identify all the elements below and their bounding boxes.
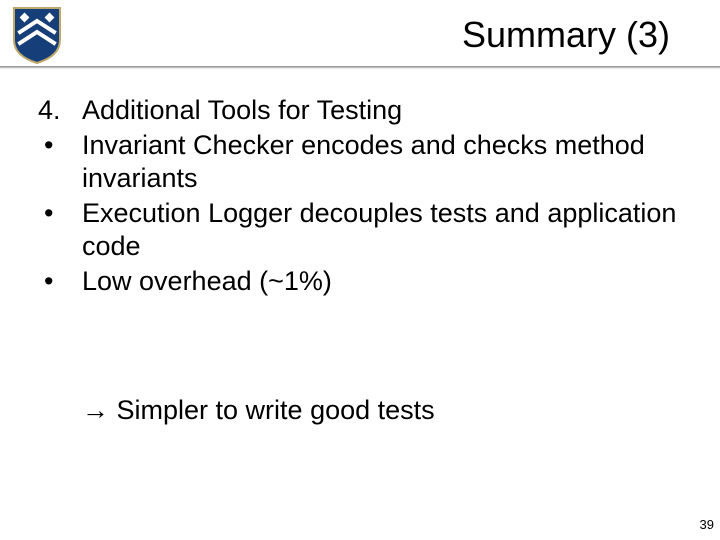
bullet-row: • Invariant Checker encodes and checks m… bbox=[38, 129, 678, 195]
list-number: 4. bbox=[38, 94, 82, 127]
bullet-marker: • bbox=[38, 129, 82, 162]
conclusion-text: Simpler to write good tests bbox=[117, 395, 435, 425]
bullet-marker: • bbox=[38, 265, 82, 298]
header: Summary (3) bbox=[0, 0, 720, 70]
body-content: 4. Additional Tools for Testing • Invari… bbox=[38, 94, 678, 300]
header-divider bbox=[0, 66, 720, 69]
numbered-heading-row: 4. Additional Tools for Testing bbox=[38, 94, 678, 127]
bullet-row: • Low overhead (~1%) bbox=[38, 265, 678, 298]
bullet-marker: • bbox=[38, 197, 82, 230]
university-shield-logo bbox=[12, 6, 62, 64]
numbered-heading-text: Additional Tools for Testing bbox=[82, 94, 678, 127]
arrow-icon: → bbox=[82, 395, 109, 425]
slide: Summary (3) 4. Additional Tools for Test… bbox=[0, 0, 720, 540]
bullet-text: Execution Logger decouples tests and app… bbox=[82, 197, 678, 263]
slide-title: Summary (3) bbox=[462, 14, 670, 56]
bullet-text: Invariant Checker encodes and checks met… bbox=[82, 129, 678, 195]
conclusion-line: → Simpler to write good tests bbox=[82, 395, 435, 426]
bullet-row: • Execution Logger decouples tests and a… bbox=[38, 197, 678, 263]
bullet-text: Low overhead (~1%) bbox=[82, 265, 678, 298]
page-number: 39 bbox=[700, 517, 714, 532]
